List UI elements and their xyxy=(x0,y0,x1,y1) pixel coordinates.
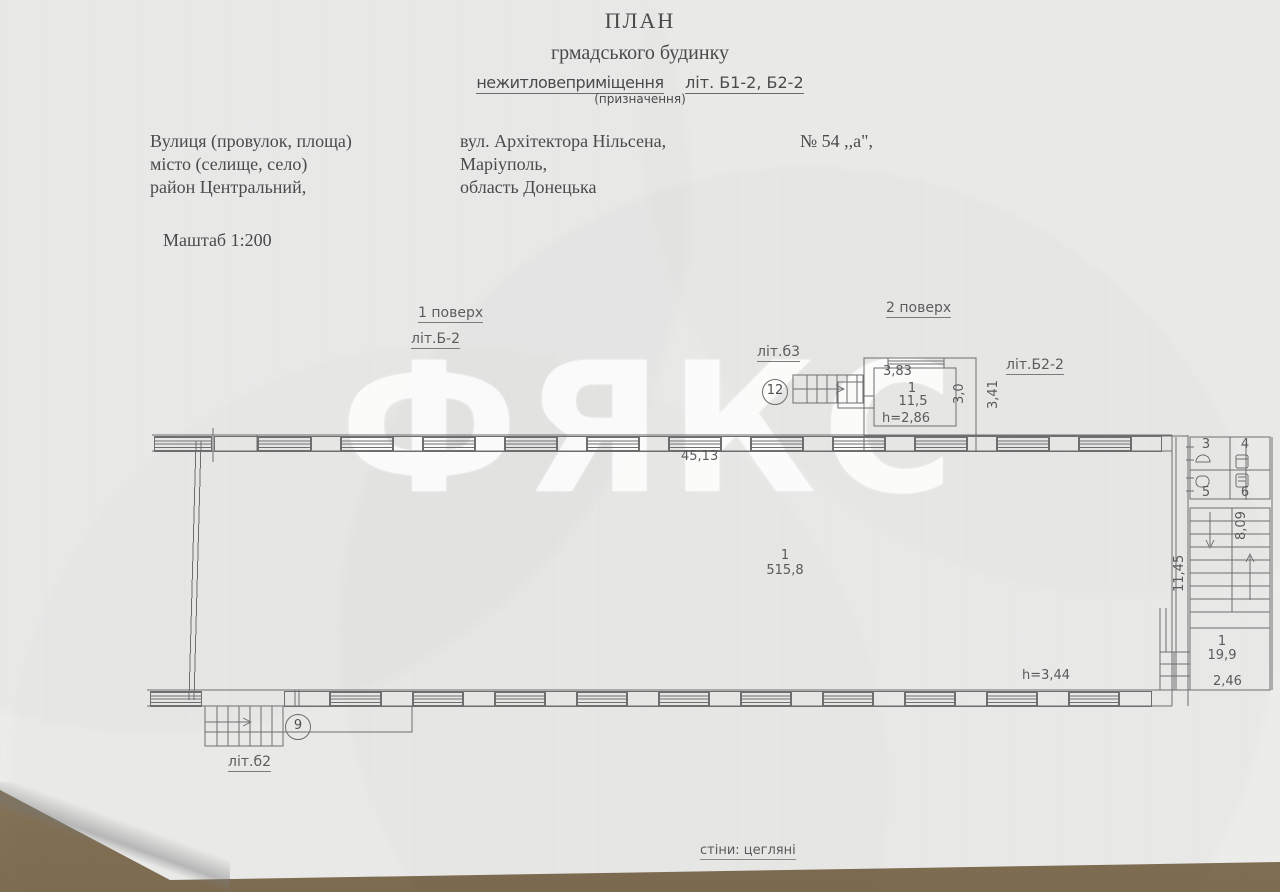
value-region: область Донецька xyxy=(460,177,597,197)
window-top-8 xyxy=(914,436,968,452)
marker-9[interactable]: 9 xyxy=(285,714,311,740)
label-lit-b62: літ.б2 xyxy=(228,754,271,772)
dim-11-45: 11,45 xyxy=(1172,554,1187,592)
scale-label: Маштаб 1:200 xyxy=(163,230,272,250)
pier-bottom-0 xyxy=(380,691,414,707)
window-top-9 xyxy=(996,436,1050,452)
window-bottom-left-0 xyxy=(150,691,202,707)
pier-bottom-6 xyxy=(872,691,906,707)
value-city: Маріуполь, xyxy=(460,154,548,174)
room-3-number: 3 xyxy=(1201,437,1211,452)
pier-bottom-1 xyxy=(462,691,496,707)
dim-8-09: 8,09 xyxy=(1234,511,1249,540)
label-district: район Центральний, xyxy=(150,177,307,197)
label-city: місто (селище, село) xyxy=(150,154,308,174)
page-subtitle: грмадського будинку xyxy=(550,42,730,64)
pier-top-5 xyxy=(720,436,752,452)
window-bottom-3 xyxy=(576,691,628,707)
window-top-10 xyxy=(1078,436,1132,452)
dim-3-41: 3,41 xyxy=(986,380,1001,409)
window-bottom-4 xyxy=(658,691,710,707)
dim-3-83: 3,83 xyxy=(883,364,912,379)
purpose-nonresidential: нежитлове xyxy=(476,73,566,94)
pier-bottom-left-0 xyxy=(284,691,330,707)
upper-room-area: 11,5 xyxy=(898,394,928,409)
label-lit-b2: літ.Б-2 xyxy=(411,331,461,349)
dim-main-width: 45,13 xyxy=(681,449,719,464)
footer-note-walls: стіни: цегляні xyxy=(700,843,796,860)
purpose-premises: приміщення xyxy=(565,73,664,94)
pier-top-2 xyxy=(474,436,506,452)
purpose-caption: (призначення) xyxy=(594,92,686,106)
pier-top-left-0 xyxy=(214,436,258,452)
upper-room-number: 1 xyxy=(907,381,917,396)
main-hall-height: h=3,44 xyxy=(1022,668,1071,683)
main-hall-room-number: 1 xyxy=(780,548,790,563)
pier-top-10 xyxy=(1130,436,1162,452)
stair-room-number: 1 xyxy=(1217,634,1227,649)
window-bottom-5 xyxy=(740,691,792,707)
value-street: вул. Архітектора Нільсена, xyxy=(460,131,667,151)
window-top-3 xyxy=(504,436,558,452)
window-top-7 xyxy=(832,436,886,452)
pier-bottom-9 xyxy=(1118,691,1152,707)
address-values: вул. Архітектора Нільсена, Маріуполь, об… xyxy=(460,130,666,199)
label-floor-1: 1 поверх xyxy=(418,305,484,323)
room-4-number: 4 xyxy=(1240,437,1250,452)
window-bottom-0 xyxy=(330,691,382,707)
room-5-number: 5 xyxy=(1201,485,1211,500)
upper-room-height: h=2,86 xyxy=(882,411,931,426)
pier-bottom-5 xyxy=(790,691,824,707)
dim-2-46: 2,46 xyxy=(1213,674,1242,689)
window-bottom-9 xyxy=(1068,691,1120,707)
room-6-number: 6 xyxy=(1240,485,1250,500)
label-floor-2: 2 поверх xyxy=(886,300,952,318)
window-top-4 xyxy=(586,436,640,452)
window-bottom-8 xyxy=(986,691,1038,707)
pier-top-0 xyxy=(310,436,342,452)
pier-top-3 xyxy=(556,436,588,452)
label-street: Вулиця (провулок, площа) xyxy=(150,131,352,151)
pier-bottom-2 xyxy=(544,691,578,707)
window-top-1 xyxy=(340,436,394,452)
window-top-6 xyxy=(750,436,804,452)
pier-top-4 xyxy=(638,436,670,452)
pier-top-6 xyxy=(802,436,834,452)
dim-3-0: 3,0 xyxy=(952,383,967,404)
house-number: № 54 ,,а", xyxy=(800,131,874,151)
window-top-5 xyxy=(668,436,722,452)
window-bottom-6 xyxy=(822,691,874,707)
window-bottom-1 xyxy=(412,691,464,707)
label-lit-b2-2: літ.Б2-2 xyxy=(1006,357,1064,375)
page-title: ПЛАН xyxy=(604,8,676,33)
address-labels: Вулиця (провулок, площа) місто (селище, … xyxy=(150,130,352,199)
purpose-row: нежитловеприміщення літ. Б1-2, Б2-2 xyxy=(0,72,1280,94)
label-lit-b3: літ.б3 xyxy=(757,344,800,362)
purpose-literal-code: літ. Б1-2, Б2-2 xyxy=(685,73,804,94)
window-bottom-2 xyxy=(494,691,546,707)
pier-top-8 xyxy=(966,436,998,452)
main-hall-area: 515,8 xyxy=(766,563,804,578)
pier-bottom-7 xyxy=(954,691,988,707)
pier-top-1 xyxy=(392,436,424,452)
pier-top-7 xyxy=(884,436,916,452)
window-top-2 xyxy=(422,436,476,452)
window-top-left-0 xyxy=(154,436,212,452)
pier-bottom-3 xyxy=(626,691,660,707)
pier-bottom-4 xyxy=(708,691,742,707)
stair-room-area: 19,9 xyxy=(1207,648,1237,663)
pier-bottom-8 xyxy=(1036,691,1070,707)
window-top-0 xyxy=(258,436,312,452)
window-bottom-7 xyxy=(904,691,956,707)
pier-top-9 xyxy=(1048,436,1080,452)
marker-12[interactable]: 12 xyxy=(762,379,788,405)
